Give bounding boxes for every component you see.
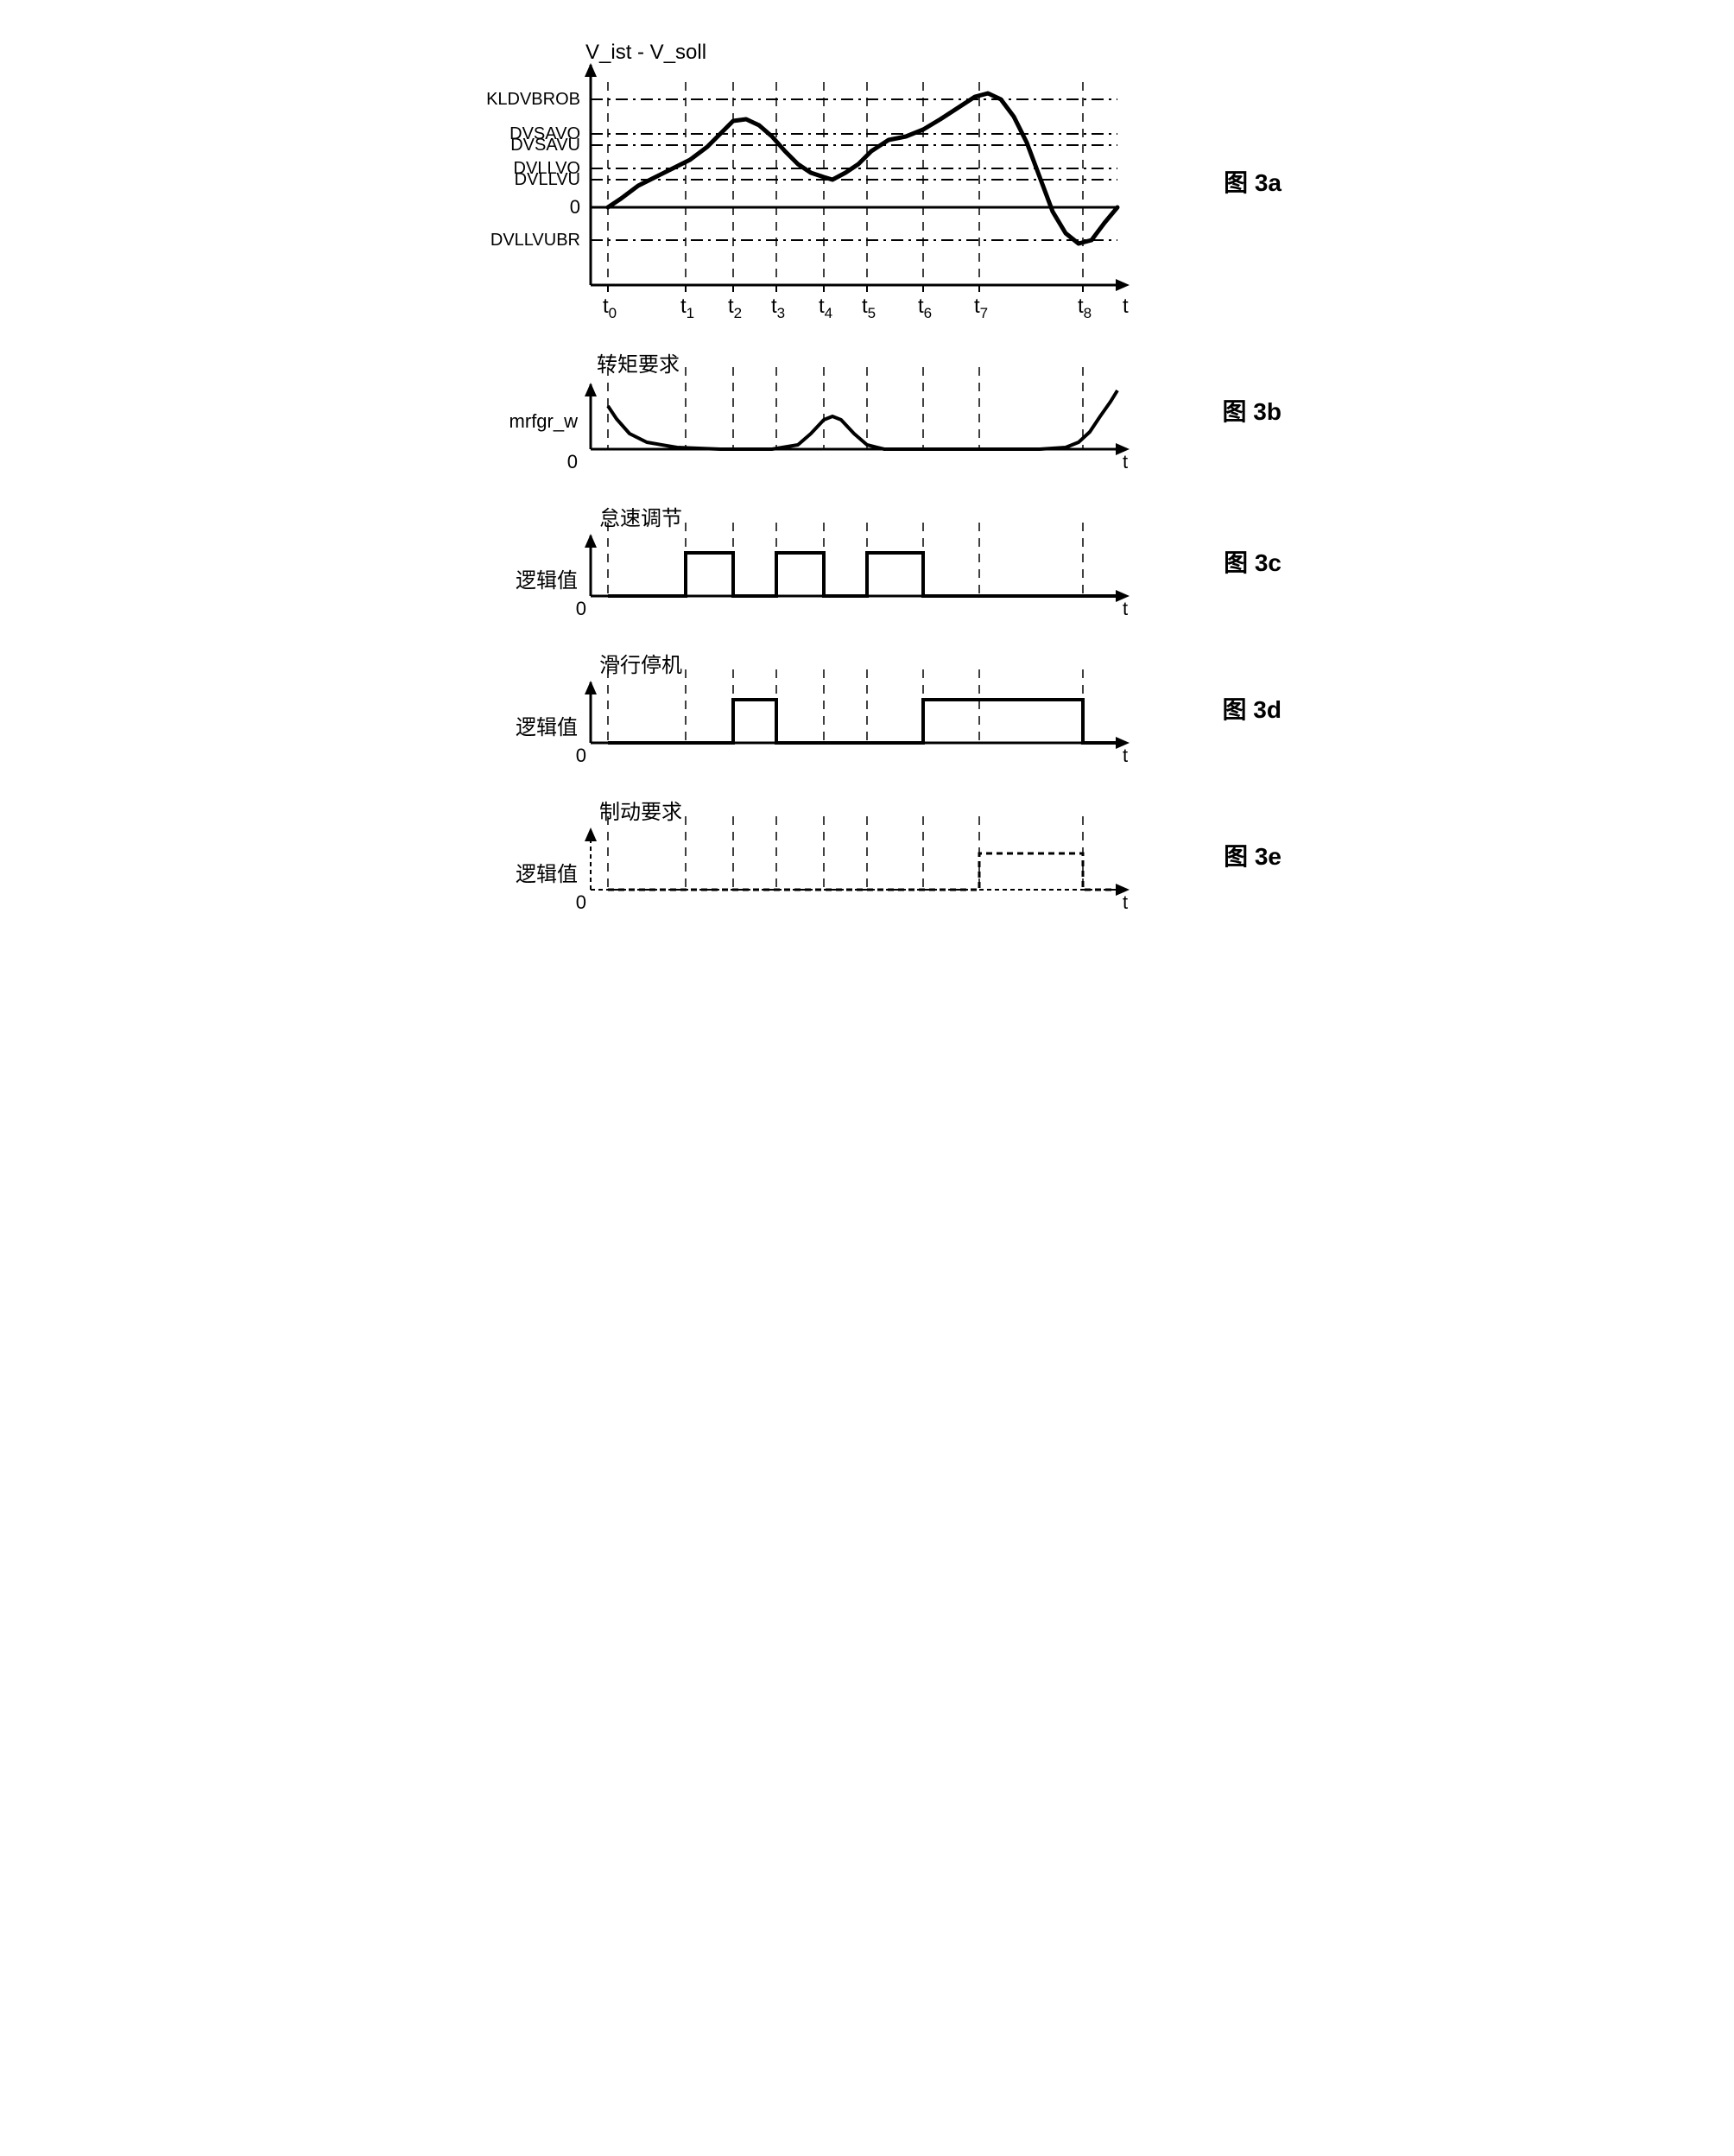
svg-text:滑行停机: 滑行停机 xyxy=(599,654,682,677)
svg-text:转矩要求: 转矩要求 xyxy=(597,353,680,377)
svg-text:0: 0 xyxy=(570,196,580,218)
svg-text:逻辑值: 逻辑值 xyxy=(516,863,578,886)
svg-text:t6: t6 xyxy=(918,295,932,321)
svg-text:t7: t7 xyxy=(974,295,988,321)
svg-text:0: 0 xyxy=(576,745,586,766)
svg-text:t0: t0 xyxy=(603,295,617,321)
svg-text:怠速调节: 怠速调节 xyxy=(599,507,682,530)
chart-c: 怠速调节逻辑值 0 t 图 3c xyxy=(435,492,1299,631)
svg-text:KLDVBROB: KLDVBROB xyxy=(486,90,580,109)
svg-text:t: t xyxy=(1123,598,1128,619)
svg-text:DVSAVU: DVSAVU xyxy=(510,136,580,155)
chart-c-label: 图 3c xyxy=(1143,544,1282,579)
svg-text:V_ist - V_soll: V_ist - V_soll xyxy=(585,41,706,64)
chart-e-label: 图 3e xyxy=(1143,838,1282,872)
svg-text:t1: t1 xyxy=(680,295,694,321)
svg-text:t5: t5 xyxy=(862,295,876,321)
chart-d: 滑行停机逻辑值 0 t 图 3d xyxy=(435,639,1299,777)
svg-text:t: t xyxy=(1123,891,1128,913)
svg-text:0: 0 xyxy=(576,598,586,619)
chart-e: 制动要求逻辑值 0 t 图 3e xyxy=(435,786,1299,924)
chart-b: 转矩要求 mrfgr_w 0 t 图 3b xyxy=(435,337,1299,484)
svg-text:t: t xyxy=(1123,451,1128,472)
svg-text:t3: t3 xyxy=(771,295,785,321)
chart-a: KLDVBROBDVSAVODVSAVUDVLLVODVLLVUDVLLVUBR… xyxy=(435,35,1299,328)
svg-text:mrfgr_w: mrfgr_w xyxy=(509,410,579,432)
chart-d-label: 图 3d xyxy=(1143,691,1282,726)
svg-text:DVLLVUBR: DVLLVUBR xyxy=(490,231,580,250)
svg-text:t8: t8 xyxy=(1078,295,1092,321)
svg-text:t2: t2 xyxy=(728,295,742,321)
svg-text:制动要求: 制动要求 xyxy=(599,801,682,824)
svg-text:0: 0 xyxy=(576,891,586,913)
svg-text:0: 0 xyxy=(567,451,578,472)
chart-b-label: 图 3b xyxy=(1143,393,1282,428)
svg-text:t4: t4 xyxy=(819,295,832,321)
svg-text:t: t xyxy=(1123,745,1128,766)
chart-a-label: 图 3a xyxy=(1143,164,1282,199)
svg-text:t: t xyxy=(1123,295,1129,318)
svg-text:逻辑值: 逻辑值 xyxy=(516,569,578,593)
svg-text:逻辑值: 逻辑值 xyxy=(516,716,578,739)
svg-text:DVLLVU: DVLLVU xyxy=(515,170,580,189)
